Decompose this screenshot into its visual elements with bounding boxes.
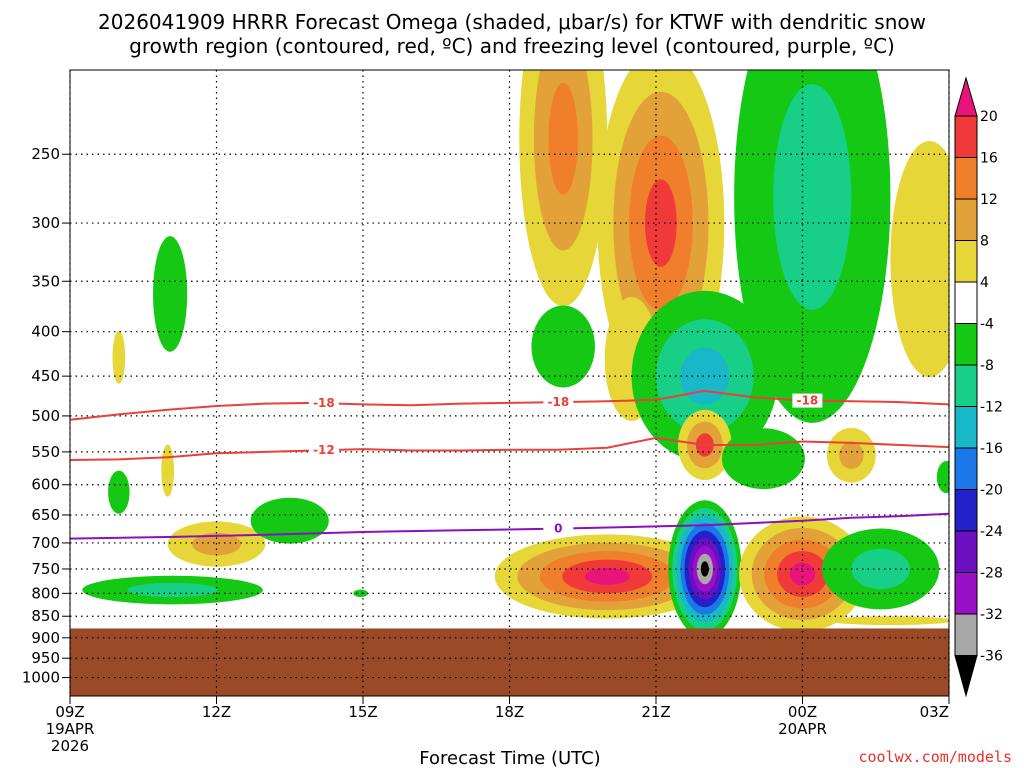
- y-tick-label-800: 800: [31, 584, 60, 602]
- colorbar-segment-10: [954, 489, 978, 532]
- contour-label--18-0: -18: [313, 396, 335, 410]
- y-tick-label-850: 850: [31, 607, 60, 625]
- x-tick-label-21Z: 21Z: [641, 703, 670, 721]
- contour-label-bg--18-0: [308, 396, 339, 411]
- x-tick-label-12Z: 12Z: [202, 703, 231, 721]
- colorbar-bottom-triangle: [954, 655, 978, 698]
- colorbar-label-16: 16: [980, 151, 998, 167]
- gridlines: [69, 70, 950, 696]
- colorbar-label--20: -20: [980, 483, 1003, 499]
- omega-feature-5-level-1: [127, 582, 218, 598]
- omega-feature-18-level-1: [839, 441, 864, 469]
- omega-feature-3-level-0: [108, 470, 130, 514]
- y-tick-label-550: 550: [31, 443, 60, 461]
- colorbar-segment-8: [954, 406, 978, 449]
- omega-feature-11-level-0: [531, 305, 595, 388]
- y-tick-label-250: 250: [31, 145, 60, 163]
- colorbar-label--8: -8: [980, 358, 994, 374]
- contour-line-freezing: [70, 512, 949, 540]
- omega-feature-8-level-2: [548, 83, 578, 195]
- contour-label-bg--18-1: [543, 395, 574, 410]
- x-tick-label-09Z: 09Z: [55, 703, 84, 721]
- y-tick-label-400: 400: [31, 323, 60, 341]
- colorbar-segment-7: [954, 364, 978, 407]
- y-tick-label-1000: 1000: [22, 669, 60, 687]
- omega-feature-2-level-0: [161, 444, 175, 497]
- colorbar-segment-13: [954, 613, 978, 656]
- colorbar-label--4: -4: [980, 317, 994, 333]
- x-tick-label-15Z: 15Z: [348, 703, 377, 721]
- omega-feature-0-level-0: [153, 236, 188, 352]
- colorbar-label--16: -16: [980, 441, 1003, 457]
- omega-shading: [82, 70, 949, 638]
- contour-label--18-2: -18: [797, 394, 819, 408]
- x-tick-label-03Z: 03Z: [920, 703, 949, 721]
- omega-feature-23-level-1: [851, 548, 910, 590]
- colorbar-segment-3: [954, 198, 978, 241]
- omega-feature-20-level-4: [584, 568, 630, 585]
- terrain-fill: [70, 628, 949, 696]
- colorbar-label--12: -12: [980, 400, 1003, 416]
- omega-feature-6-level-0: [250, 497, 329, 544]
- contour-label-bg-freezing-0: [543, 521, 574, 536]
- colorbar-label--28: -28: [980, 566, 1003, 582]
- chart-title-line1: 2026041909 HRRR Forecast Omega (shaded, …: [98, 10, 926, 34]
- omega-feature-7-level-0: [353, 589, 368, 598]
- colorbar-segment-1: [954, 115, 978, 158]
- x-tick-label-18Z: 18Z: [495, 703, 524, 721]
- y-tick-label-900: 900: [31, 629, 60, 647]
- colorbar-segment-12: [954, 572, 978, 615]
- colorbar-segment-6: [954, 323, 978, 366]
- y-tick-label-750: 750: [31, 560, 60, 578]
- omega-feature-22-level-4: [789, 562, 816, 586]
- y-tick-label-950: 950: [31, 649, 60, 667]
- contour-line--12: [70, 436, 949, 461]
- x-axis-label: Forecast Time (UTC): [419, 748, 600, 768]
- contour-label-bg--18-2: [792, 393, 823, 408]
- y-tick-label-350: 350: [31, 272, 60, 290]
- colorbar-label--24: -24: [980, 524, 1003, 540]
- colorbar-segment-9: [954, 447, 978, 490]
- colorbar: 20 16 12 8 4 -4 -8 -12 -16 -20 -24 -28 -32 -36: [954, 76, 1003, 698]
- colorbar-segment-4: [954, 240, 978, 283]
- credit-text: coolwx.com/models: [858, 748, 1012, 766]
- contour-label--12-0: -12: [313, 443, 335, 457]
- colorbar-label-12: 12: [980, 192, 998, 208]
- x-tick-label-00Z: 00Z: [788, 703, 817, 721]
- y-tick-label-500: 500: [31, 407, 60, 425]
- omega-feature-24-level-0: [826, 616, 949, 626]
- colorbar-segment-5: [954, 281, 978, 324]
- omega-feature-16-level-0: [890, 140, 949, 378]
- omega-feature-17-level-0: [721, 428, 805, 490]
- omega-feature-21-level-8: [700, 561, 709, 577]
- colorbar-label-20: 20: [980, 109, 998, 125]
- colorbar-label--32: -32: [980, 607, 1003, 623]
- x-tick-sublabel-19APR: 19APR: [46, 720, 95, 738]
- y-axis-ticks: 250 300 350 400 450 500 550 600 650 700 750 800 850 9…: [22, 145, 70, 687]
- colorbar-label--36: -36: [980, 649, 1003, 665]
- colorbar-segment-2: [954, 157, 978, 200]
- omega-feature-15-level-1: [773, 84, 852, 310]
- colorbar-label-8: 8: [980, 234, 989, 250]
- omega-feature-13-level-2: [680, 347, 730, 405]
- y-tick-label-600: 600: [31, 476, 60, 494]
- contour-label-freezing-0: 0: [554, 522, 562, 536]
- colorbar-segment-11: [954, 530, 978, 573]
- x-tick-sublabel-2026: 2026: [51, 737, 89, 755]
- contour-label-bg--12-0: [308, 443, 339, 458]
- omega-feature-10-level-3: [645, 179, 677, 267]
- contour-label--18-1: -18: [547, 395, 569, 409]
- y-tick-label-300: 300: [31, 214, 60, 232]
- temperature-contours: -18 -18 -18 -12 0: [70, 389, 949, 540]
- y-tick-label-700: 700: [31, 534, 60, 552]
- y-tick-label-650: 650: [31, 506, 60, 524]
- y-tick-label-450: 450: [31, 367, 60, 385]
- omega-feature-1-level-0: [112, 330, 126, 384]
- chart-title-line2: growth region (contoured, red, ºC) and f…: [129, 34, 895, 58]
- x-tick-sublabel-20APR: 20APR: [778, 720, 827, 738]
- colorbar-label-4: 4: [980, 275, 989, 291]
